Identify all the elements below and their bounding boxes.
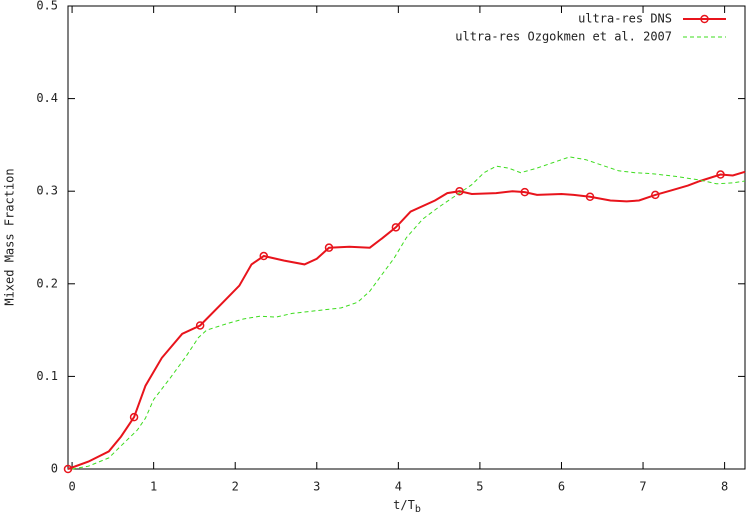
- x-tick-label: 2: [232, 480, 239, 494]
- x-label-main: t/T: [393, 498, 415, 512]
- series-line: [67, 170, 746, 470]
- y-tick-label: 0.4: [36, 91, 58, 105]
- legend-label: ultra-res DNS: [578, 12, 672, 26]
- x-tick-label: 7: [639, 480, 646, 494]
- point-marker: [259, 251, 269, 261]
- point-marker: [716, 170, 725, 179]
- y-tick-label: 0.3: [36, 184, 58, 198]
- y-tick-label: 0.1: [36, 369, 58, 383]
- point-marker: [195, 321, 205, 330]
- x-tick-label: 1: [150, 480, 157, 494]
- x-label-sub: b: [415, 504, 421, 515]
- point-marker: [585, 192, 595, 202]
- x-tick-label: 8: [721, 480, 728, 494]
- x-tick-label: 6: [558, 480, 565, 494]
- point-marker: [324, 243, 334, 252]
- y-tick-label: 0: [51, 462, 58, 476]
- point-marker: [520, 187, 530, 197]
- x-tick-label: 4: [395, 480, 402, 494]
- y-axis-label: Mixed Mass Fraction: [3, 168, 17, 305]
- series-line: [72, 156, 746, 470]
- y-tick-label: 0.2: [36, 276, 58, 290]
- x-axis-label: t/Tb: [393, 498, 421, 516]
- y-tick-label: 0.5: [36, 0, 58, 13]
- plot-frame: [67, 5, 746, 470]
- point-marker: [651, 190, 660, 200]
- point-marker: [391, 223, 401, 232]
- point-marker: [129, 412, 139, 422]
- point-marker: [63, 464, 73, 474]
- x-tick-label: 5: [476, 480, 483, 494]
- legend-marker: [700, 14, 709, 24]
- x-tick-label: 0: [68, 480, 75, 494]
- point-marker: [455, 186, 464, 196]
- legend-label: ultra-res Ozgokmen et al. 2007: [455, 30, 672, 44]
- x-tick-label: 3: [313, 480, 320, 494]
